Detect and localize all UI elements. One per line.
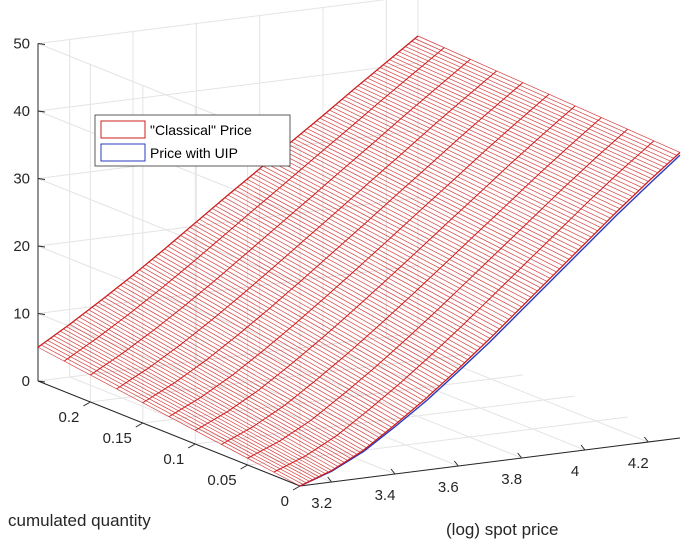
y-tick-labels: 0 0.05 0.1 0.15 0.2 bbox=[59, 409, 289, 510]
grid-line bbox=[37, 245, 301, 352]
legend-label-uip: Price with UIP bbox=[150, 145, 238, 161]
y-tick-label: 0.05 bbox=[207, 472, 236, 489]
x-tick-mark bbox=[390, 468, 396, 475]
y-tick-mark bbox=[83, 401, 91, 407]
grid-line bbox=[37, 178, 301, 284]
y-tick-label: 0.1 bbox=[163, 451, 184, 468]
z-tick-mark bbox=[37, 110, 46, 113]
z-tick-label: 40 bbox=[13, 103, 30, 120]
x-axis-line bbox=[299, 437, 681, 487]
x-tick-label: 3.4 bbox=[375, 487, 396, 504]
grid-line bbox=[37, 0, 387, 44]
legend-swatch-uip bbox=[100, 143, 146, 162]
z-tick-label: 50 bbox=[13, 36, 30, 53]
legend: "Classical" Price Price with UIP bbox=[94, 114, 291, 167]
surface-mesh-contour bbox=[63, 47, 445, 362]
x-tick-label: 3.2 bbox=[311, 495, 332, 512]
y-axis-line bbox=[37, 380, 301, 487]
y-axis-label: cumulated quantity bbox=[8, 511, 151, 530]
grid-line bbox=[195, 395, 576, 445]
surface-mesh-contour bbox=[273, 140, 655, 473]
grid-line bbox=[322, 344, 586, 451]
classical-surface-back-edge bbox=[37, 35, 419, 348]
grid-line bbox=[259, 352, 522, 459]
y-tick-mark bbox=[292, 485, 301, 491]
surface-mesh bbox=[37, 35, 681, 487]
y-tick-mark bbox=[135, 422, 144, 428]
z-tick-mark bbox=[37, 43, 46, 45]
legend-swatch-classical bbox=[100, 120, 146, 139]
x-tick-mark bbox=[453, 460, 459, 467]
z-tick-mark bbox=[37, 178, 46, 180]
x-tick-label: 4 bbox=[571, 463, 579, 480]
surface-mesh-contour bbox=[168, 93, 550, 418]
y-tick-label: 0.2 bbox=[59, 409, 80, 426]
y-tick-mark bbox=[187, 443, 196, 449]
z-tick-label: 10 bbox=[13, 306, 30, 323]
y-tick-label: 0 bbox=[281, 493, 289, 510]
z-tick-labels: 0 10 20 30 40 50 bbox=[13, 36, 30, 391]
grid-line bbox=[37, 62, 419, 112]
x-tick-mark bbox=[643, 436, 649, 443]
surface-mesh-contour bbox=[90, 58, 471, 376]
x-tick-mark bbox=[327, 476, 333, 483]
surface-mesh-contour bbox=[116, 70, 497, 390]
z-tick-label: 0 bbox=[22, 373, 30, 390]
z-tick-mark bbox=[37, 245, 46, 248]
legend-label-classical: "Classical" Price bbox=[150, 122, 252, 138]
uip-surface-edge bbox=[299, 154, 681, 487]
axis-lines bbox=[37, 43, 681, 491]
z-tick-label: 30 bbox=[13, 171, 30, 188]
x-tick-labels: 3.2 3.4 3.6 3.8 4 4.2 bbox=[311, 455, 649, 512]
surface-mesh-contour bbox=[142, 82, 524, 404]
x-tick-mark bbox=[517, 452, 523, 459]
surface-mesh-contour bbox=[247, 128, 628, 459]
grid-line bbox=[132, 368, 396, 475]
x-tick-label: 4.2 bbox=[628, 455, 649, 472]
z-tick-mark bbox=[37, 313, 46, 315]
x-tick-label: 3.6 bbox=[438, 479, 459, 496]
x-axis-label: (log) spot price bbox=[446, 520, 558, 539]
z-tick-mark bbox=[37, 380, 46, 383]
y-tick-mark bbox=[240, 464, 248, 470]
grid-line bbox=[386, 336, 649, 443]
grid-line bbox=[247, 416, 628, 466]
surface-mesh-contour bbox=[194, 105, 576, 431]
surface-mesh-contour bbox=[221, 117, 602, 445]
grid-line bbox=[196, 360, 459, 467]
z-tick-label: 20 bbox=[13, 238, 30, 255]
x-tick-mark bbox=[580, 444, 586, 451]
classical-surface-front-edge bbox=[299, 152, 681, 487]
x-tick-label: 3.8 bbox=[501, 471, 522, 488]
y-tick-label: 0.15 bbox=[103, 430, 132, 447]
